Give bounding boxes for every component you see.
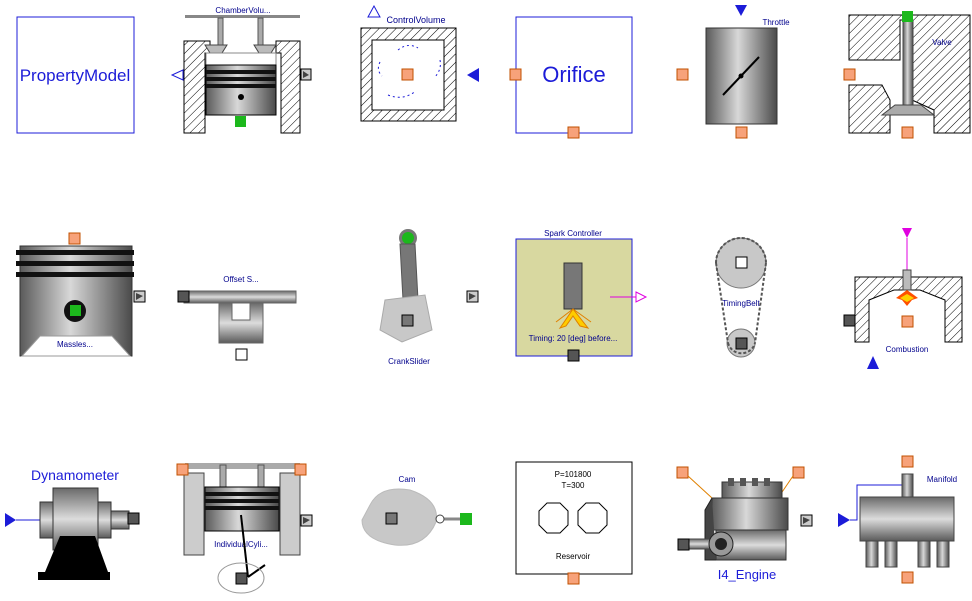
timing-belt-crank-port[interactable] <box>735 337 748 350</box>
orifice-port-a[interactable] <box>509 68 522 81</box>
massless-piston-pin-port[interactable] <box>70 305 81 316</box>
timing-belt-label: TimingBelt <box>722 299 760 308</box>
spark-controller-crank-port[interactable] <box>567 349 580 362</box>
throttle-port-b[interactable] <box>735 126 748 139</box>
i4-engine-shaft-port[interactable] <box>677 538 690 551</box>
individual-cylinder-port-left[interactable] <box>176 463 189 476</box>
crank-slider-label: CrankSlider <box>388 357 430 366</box>
orifice-port-b[interactable] <box>567 126 580 139</box>
massless-piston-block[interactable]: Massles... <box>16 232 146 357</box>
control-volume-triangle-icon <box>367 4 381 18</box>
individual-cylinder-label: IndividualCyli... <box>214 540 268 549</box>
dynamometer-block[interactable]: Dynamometer <box>5 467 140 580</box>
individual-cylinder-crank-port[interactable] <box>235 572 248 585</box>
crank-slider-crank-port[interactable] <box>401 314 414 327</box>
manifold-block[interactable]: Manifold <box>838 455 957 584</box>
valve-port-a[interactable] <box>843 68 856 81</box>
manifold-bottom-port[interactable] <box>901 571 914 584</box>
spark-controller-block[interactable]: Spark Controller Timing: 20 [deg] before… <box>515 229 648 362</box>
reservoir-temperature-text: T=300 <box>562 481 585 490</box>
control-volume-port[interactable] <box>401 68 414 81</box>
chamber-volume-label: ChamberVolu... <box>215 6 270 15</box>
combustion-output-port[interactable] <box>867 356 879 369</box>
chamber-volume-flange-port[interactable] <box>235 116 246 127</box>
property-model-block[interactable]: PropertyModel <box>16 16 184 134</box>
valve-port-b[interactable] <box>901 126 914 139</box>
orifice-label: Orifice <box>542 62 606 87</box>
valve-label: Valve <box>932 38 952 47</box>
cam-label: Cam <box>399 475 416 484</box>
spark-timing-text: Timing: 20 [deg] before... <box>529 334 618 343</box>
i4-engine-label: I4_Engine <box>718 567 777 582</box>
manifold-label: Manifold <box>927 475 957 484</box>
offset-slider-block[interactable]: Offset S... <box>177 275 297 361</box>
offset-slider-port-bottom[interactable] <box>235 348 248 361</box>
dynamometer-label: Dynamometer <box>31 467 119 483</box>
spark-controller-label: Spark Controller <box>544 229 602 238</box>
crank-slider-block[interactable]: CrankSlider <box>379 229 479 366</box>
reservoir-port[interactable] <box>567 572 580 585</box>
reservoir-block[interactable]: P=101800 T=300 Reservoir <box>515 461 633 585</box>
reservoir-label: Reservoir <box>556 552 591 561</box>
individual-cylinder-block[interactable]: IndividualCyli... <box>176 463 313 594</box>
throttle-block[interactable]: Throttle <box>676 5 790 139</box>
combustion-crank-port[interactable] <box>843 314 856 327</box>
combustion-block[interactable]: Combustion <box>843 228 963 369</box>
throttle-label: Throttle <box>762 18 790 27</box>
control-volume-label: ControlVolume <box>386 15 445 25</box>
manifold-top-port[interactable] <box>901 455 914 468</box>
individual-cylinder-port-right[interactable] <box>294 463 307 476</box>
dynamometer-shaft-port[interactable] <box>127 512 140 525</box>
valve-block[interactable]: Valve <box>843 11 971 139</box>
property-model-outlet-port[interactable] <box>170 69 184 81</box>
manifold-input-port[interactable] <box>838 513 850 527</box>
control-volume-inlet-port[interactable] <box>467 68 479 82</box>
reservoir-pressure-text: P=101800 <box>555 470 592 479</box>
control-volume-block[interactable]: ControlVolume <box>360 4 479 122</box>
cam-shaft-port[interactable] <box>385 512 398 525</box>
massless-piston-port-top[interactable] <box>68 232 81 245</box>
massless-piston-label: Massles... <box>57 340 93 349</box>
property-model-label: PropertyModel <box>20 66 131 85</box>
combustion-label: Combustion <box>886 345 929 354</box>
i4-engine-block[interactable]: I4_Engine <box>676 466 813 582</box>
combustion-port[interactable] <box>901 315 914 328</box>
cam-follower-port[interactable] <box>460 513 472 525</box>
throttle-angle-input[interactable] <box>735 5 747 16</box>
cam-block[interactable]: Cam <box>361 475 472 546</box>
crank-slider-pin-port[interactable] <box>402 232 414 244</box>
timing-belt-cam-port[interactable] <box>735 256 748 269</box>
offset-slider-port-left[interactable] <box>177 290 190 303</box>
spark-controller-output-port[interactable] <box>635 291 648 303</box>
dynamometer-input-port[interactable] <box>5 513 16 527</box>
orifice-block[interactable]: Orifice <box>509 16 633 139</box>
valve-flange-port[interactable] <box>902 11 913 22</box>
timing-belt-block[interactable]: TimingBelt <box>715 237 767 358</box>
i4-engine-intake-port[interactable] <box>676 466 689 479</box>
offset-slider-label: Offset S... <box>223 275 258 284</box>
i4-engine-exhaust-port[interactable] <box>792 466 805 479</box>
combustion-spark-input[interactable] <box>902 228 912 238</box>
chamber-volume-block[interactable]: ChamberVolu... <box>183 6 312 134</box>
throttle-port-a[interactable] <box>676 68 689 81</box>
